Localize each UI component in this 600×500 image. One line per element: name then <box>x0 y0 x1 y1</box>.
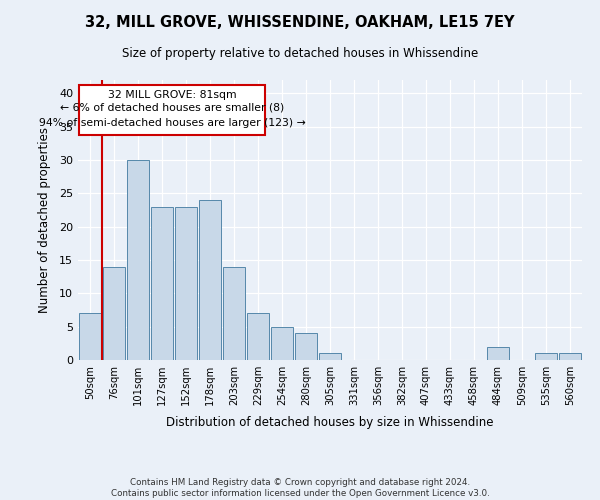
Bar <box>127 160 149 360</box>
Bar <box>199 200 221 360</box>
X-axis label: Distribution of detached houses by size in Whissendine: Distribution of detached houses by size … <box>166 416 494 430</box>
Text: 32, MILL GROVE, WHISSENDINE, OAKHAM, LE15 7EY: 32, MILL GROVE, WHISSENDINE, OAKHAM, LE1… <box>85 15 515 30</box>
Bar <box>223 266 245 360</box>
Bar <box>271 326 293 360</box>
FancyBboxPatch shape <box>79 86 265 134</box>
Text: Contains HM Land Registry data © Crown copyright and database right 2024.
Contai: Contains HM Land Registry data © Crown c… <box>110 478 490 498</box>
Text: 94% of semi-detached houses are larger (123) →: 94% of semi-detached houses are larger (… <box>39 118 305 128</box>
Bar <box>151 206 173 360</box>
Bar <box>535 354 557 360</box>
Bar <box>319 354 341 360</box>
Bar <box>79 314 101 360</box>
Bar <box>103 266 125 360</box>
Bar <box>559 354 581 360</box>
Bar <box>175 206 197 360</box>
Bar <box>247 314 269 360</box>
Bar <box>487 346 509 360</box>
Text: 32 MILL GROVE: 81sqm: 32 MILL GROVE: 81sqm <box>108 90 236 100</box>
Text: ← 6% of detached houses are smaller (8): ← 6% of detached houses are smaller (8) <box>60 102 284 113</box>
Bar <box>295 334 317 360</box>
Text: Size of property relative to detached houses in Whissendine: Size of property relative to detached ho… <box>122 48 478 60</box>
Y-axis label: Number of detached properties: Number of detached properties <box>38 127 50 313</box>
